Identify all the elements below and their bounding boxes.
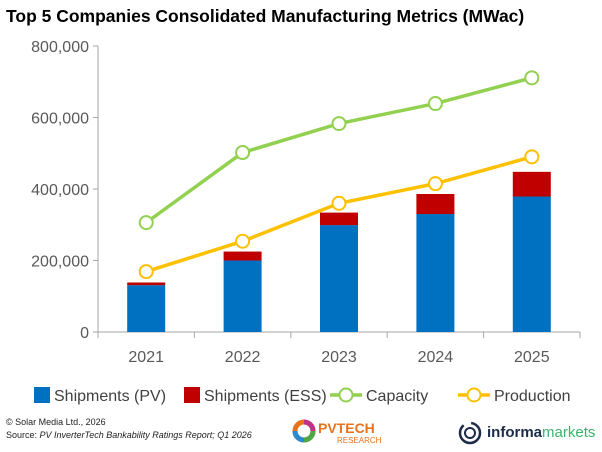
copyright: © Solar Media Ltd., 2026 <box>6 417 106 427</box>
bar-shipments-pv <box>223 260 262 332</box>
x-tick-label: 2025 <box>514 349 550 366</box>
bar-shipments-pv <box>320 225 358 332</box>
bar-shipments-pv <box>512 196 551 332</box>
pvtech-logo-icon <box>292 419 316 443</box>
point-production <box>524 149 540 165</box>
point-production <box>331 195 347 211</box>
point-capacity <box>235 145 251 161</box>
source-label: Source: <box>6 430 40 440</box>
bar-shipments-ess <box>127 282 166 286</box>
legend-swatch <box>34 387 50 403</box>
pvtech-sub: RESEARCH <box>337 436 382 445</box>
point-capacity <box>524 70 540 86</box>
pvtech-text: PVTECH <box>318 420 375 436</box>
y-tick-label: 400,000 <box>31 182 89 199</box>
x-tick-label: 2021 <box>128 349 164 366</box>
x-tick-label: 2024 <box>418 349 454 366</box>
point-production <box>138 264 154 280</box>
legend-marker <box>466 387 482 403</box>
y-tick-label: 0 <box>80 325 89 342</box>
legend-label: Shipments (PV) <box>54 388 166 405</box>
bar-shipments-ess <box>320 212 358 226</box>
bar-shipments-ess <box>223 251 262 261</box>
point-production <box>427 176 443 192</box>
bar-shipments-ess <box>512 171 551 197</box>
point-production <box>235 233 251 249</box>
y-tick-label: 200,000 <box>31 254 89 271</box>
point-capacity <box>138 215 154 231</box>
source-line: Source: PV InverterTech Bankability Rati… <box>6 430 252 440</box>
legend-swatch <box>184 387 200 403</box>
bar-shipments-ess <box>416 194 455 215</box>
point-capacity <box>427 96 443 112</box>
legend-label: Capacity <box>366 388 428 405</box>
point-capacity <box>331 116 347 132</box>
markets-text: markets <box>542 424 596 441</box>
y-tick-label: 600,000 <box>31 111 89 128</box>
x-tick-label: 2023 <box>321 349 357 366</box>
y-tick-label: 800,000 <box>31 39 89 56</box>
legend-marker <box>338 387 354 403</box>
bar-shipments-pv <box>416 214 455 332</box>
source-text: PV InverterTech Bankability Ratings Repo… <box>39 430 252 440</box>
bar-shipments-pv <box>127 285 166 332</box>
chart-title: Top 5 Companies Consolidated Manufacturi… <box>6 6 525 26</box>
informa-text: informa <box>487 424 543 441</box>
legend-label: Shipments (ESS) <box>204 388 327 405</box>
legend-label: Production <box>494 388 571 405</box>
informa-logo-icon <box>458 421 482 445</box>
x-tick-label: 2022 <box>225 349 261 366</box>
